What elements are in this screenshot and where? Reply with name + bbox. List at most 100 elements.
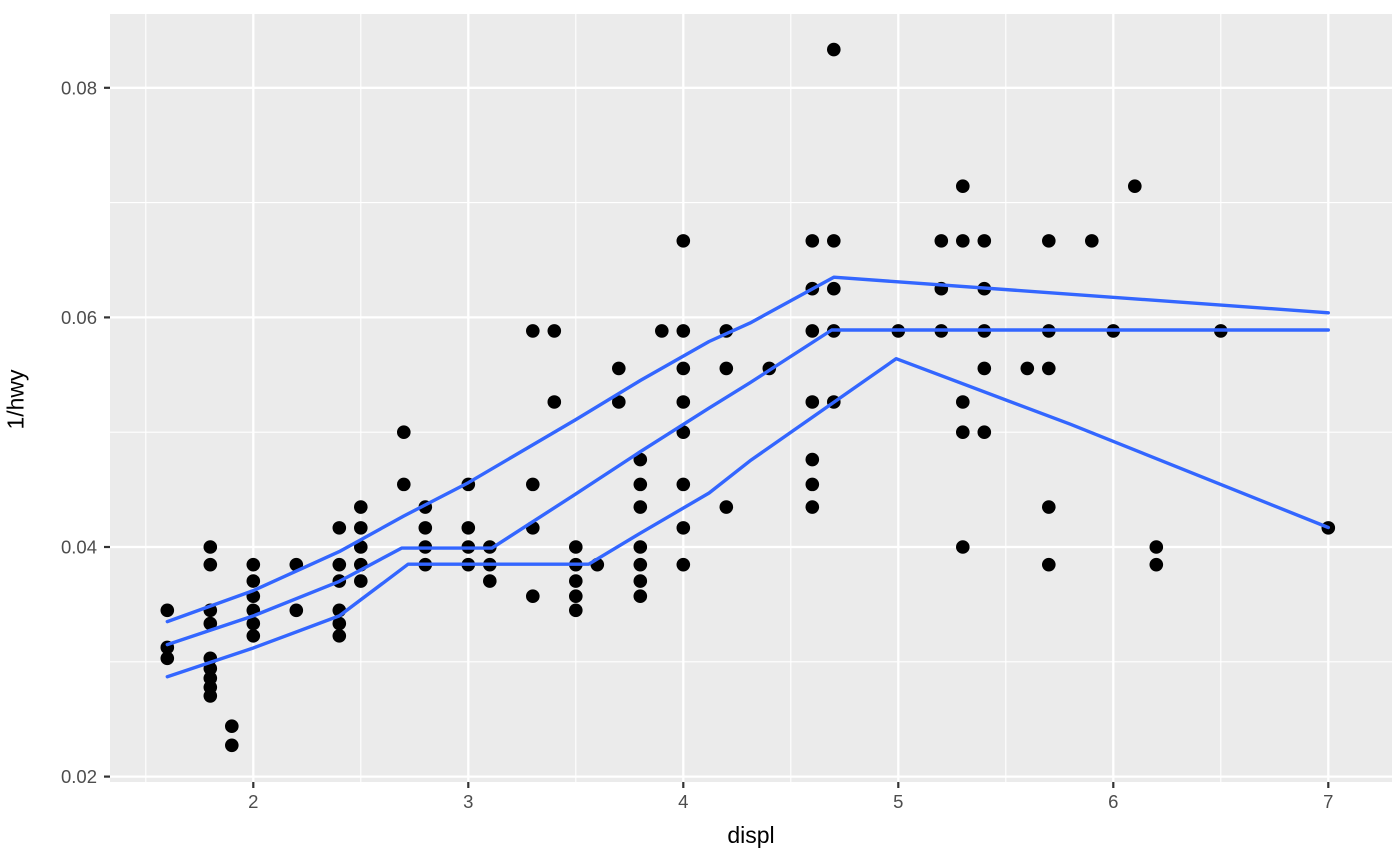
data-point (805, 324, 820, 338)
x-tick-label: 6 (1108, 791, 1118, 812)
x-tick-label: 2 (248, 791, 258, 812)
data-point (805, 477, 820, 492)
data-point (1128, 179, 1142, 193)
data-point (633, 477, 648, 492)
data-point (676, 395, 691, 409)
panel-background (110, 14, 1392, 782)
data-point (569, 603, 583, 618)
data-point (569, 574, 583, 588)
data-point (827, 234, 841, 248)
data-point (1042, 557, 1056, 572)
data-point (805, 395, 820, 409)
data-point (354, 540, 368, 554)
data-point (526, 589, 540, 603)
data-point (397, 425, 411, 440)
data-point (397, 477, 411, 492)
data-point (676, 361, 691, 376)
data-point (526, 324, 540, 338)
data-point (612, 395, 626, 409)
x-tick-label: 3 (463, 791, 473, 812)
data-point (246, 616, 261, 631)
data-point (1149, 557, 1164, 572)
data-point (203, 616, 218, 631)
data-point (956, 540, 970, 554)
data-point (977, 361, 992, 376)
data-point (160, 651, 175, 666)
data-point (526, 477, 540, 492)
data-point (676, 324, 691, 338)
data-point (977, 234, 992, 248)
data-point (633, 500, 648, 514)
data-point (676, 234, 691, 248)
data-point (633, 452, 648, 467)
data-point (569, 589, 583, 603)
y-tick-label: 0.06 (61, 307, 97, 328)
data-point (332, 616, 347, 631)
quantile-0.50 (165, 328, 1331, 647)
data-point (956, 395, 970, 409)
data-point (547, 395, 562, 409)
data-point (354, 574, 368, 588)
data-point (719, 500, 734, 514)
data-point (633, 574, 648, 588)
data-point (676, 425, 691, 440)
data-point (956, 234, 970, 248)
quantile-0.25 (165, 357, 1331, 679)
data-point (1085, 234, 1099, 248)
data-point (977, 425, 992, 440)
y-tick-label: 0.04 (61, 537, 97, 558)
y-axis-title: 1/hwy (2, 369, 29, 430)
data-point (719, 361, 734, 376)
data-point (1042, 361, 1056, 376)
data-point (203, 689, 218, 703)
data-point (160, 603, 175, 618)
data-point (934, 234, 949, 248)
data-point (203, 540, 218, 554)
data-point (547, 324, 562, 338)
data-point (354, 500, 368, 514)
data-point (332, 629, 347, 643)
x-tick-label: 7 (1323, 791, 1333, 812)
data-point (225, 738, 239, 753)
data-point (289, 603, 304, 618)
y-tick-label: 0.02 (61, 766, 97, 787)
data-point (676, 557, 691, 572)
data-point (805, 452, 820, 467)
data-point (633, 557, 648, 572)
x-tick-label: 5 (893, 791, 903, 812)
data-point (633, 540, 648, 554)
data-point (246, 557, 261, 572)
data-point (1149, 540, 1164, 554)
data-point (1042, 500, 1056, 514)
data-point (354, 521, 368, 535)
quantile-0.75 (165, 275, 1331, 624)
x-tick-label: 4 (678, 791, 688, 812)
data-point (956, 425, 970, 440)
data-point (418, 521, 433, 535)
y-tick-label: 0.08 (61, 77, 97, 98)
data-point (827, 42, 841, 57)
data-point (805, 500, 820, 514)
data-point (676, 477, 691, 492)
x-axis-title: displ (727, 822, 775, 848)
data-point (805, 234, 820, 248)
data-point (827, 281, 841, 296)
data-point (225, 719, 239, 733)
data-point (569, 540, 583, 554)
data-point (246, 574, 261, 588)
data-point (1042, 234, 1056, 248)
data-point (956, 179, 970, 193)
data-point (676, 521, 691, 535)
data-point (655, 324, 669, 338)
data-point (203, 557, 218, 572)
data-point (612, 361, 626, 376)
data-point (332, 557, 347, 572)
data-point (483, 574, 497, 588)
data-point (633, 589, 648, 603)
data-point (332, 521, 347, 535)
data-point (461, 521, 476, 535)
data-point (246, 629, 261, 643)
data-point (1020, 361, 1035, 376)
